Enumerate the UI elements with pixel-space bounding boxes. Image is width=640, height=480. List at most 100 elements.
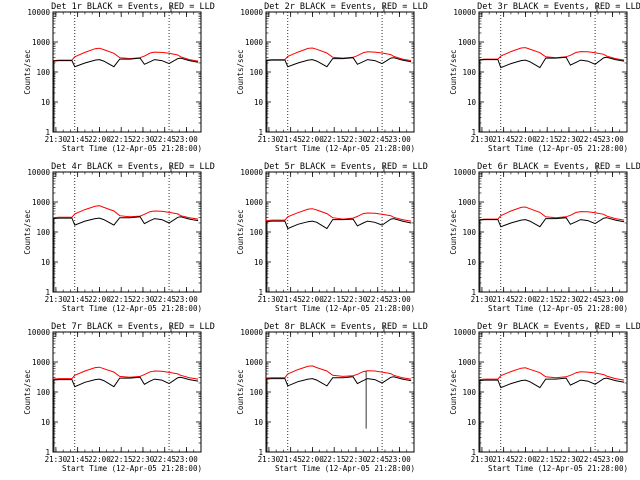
y-tick-label: 10000	[27, 328, 50, 337]
events-series-line	[265, 218, 412, 230]
lld-series-line	[478, 206, 625, 221]
lld-series-line	[478, 367, 625, 381]
panel-title: Det 9r BLACK = Events, RED = LLD	[477, 322, 640, 332]
x-tick-label: 23:00	[175, 135, 198, 144]
axes-frame	[52, 331, 202, 453]
x-tick-label: 22:30	[132, 135, 155, 144]
x-tick-label: 22:15	[323, 135, 346, 144]
x-tick-label: 21:30	[258, 295, 281, 304]
x-tick-label: 23:00	[388, 135, 411, 144]
x-tick-label: 21:30	[258, 135, 281, 144]
x-tick-label: 21:45	[66, 455, 89, 464]
x-tick-label: 21:45	[492, 455, 515, 464]
x-tick-label: 22:15	[110, 455, 133, 464]
y-tick-label: 100	[249, 228, 263, 237]
x-tick-label: 21:45	[66, 135, 89, 144]
y-axis-label: Counts/sec	[23, 369, 32, 414]
x-tick-label: 22:00	[301, 455, 324, 464]
x-tick-label: 21:45	[492, 295, 515, 304]
x-tick-label: 22:45	[579, 455, 602, 464]
axes-frame	[265, 171, 415, 293]
y-axis-label: Counts/sec	[449, 369, 458, 414]
y-tick-label: 1	[471, 288, 476, 297]
x-tick-label: 22:00	[88, 455, 111, 464]
lld-series-line	[265, 365, 412, 380]
y-tick-label: 1	[258, 288, 263, 297]
x-tick-label: 22:45	[153, 295, 176, 304]
x-tick-label: 21:30	[45, 455, 68, 464]
y-axis-label: Counts/sec	[23, 49, 32, 94]
panel-title: Det 6r BLACK = Events, RED = LLD	[477, 162, 640, 172]
y-tick-label: 1000	[245, 198, 264, 207]
x-tick-label: 23:00	[601, 455, 624, 464]
y-axis-label: Counts/sec	[449, 49, 458, 94]
x-tick-label: 22:00	[514, 135, 537, 144]
y-tick-label: 10	[41, 258, 51, 267]
x-tick-label: 22:15	[323, 455, 346, 464]
x-axis-label: Start Time (12-Apr-05 21:28:00)	[488, 144, 628, 153]
x-tick-label: 22:15	[536, 455, 559, 464]
x-tick-label: 23:00	[175, 455, 198, 464]
y-tick-label: 10	[467, 418, 477, 427]
x-tick-label: 21:45	[279, 295, 302, 304]
y-tick-label: 1000	[32, 38, 51, 47]
y-axis-label: Counts/sec	[23, 209, 32, 254]
panel-title: Det 7r BLACK = Events, RED = LLD	[51, 322, 215, 332]
x-axis-label: Start Time (12-Apr-05 21:28:00)	[275, 144, 415, 153]
x-tick-label: 22:30	[558, 455, 581, 464]
x-tick-label: 22:45	[366, 455, 389, 464]
events-series-line	[52, 57, 199, 68]
x-tick-label: 22:15	[536, 295, 559, 304]
y-tick-label: 10	[467, 258, 477, 267]
x-tick-label: 22:00	[88, 295, 111, 304]
axes-frame	[52, 11, 202, 133]
y-tick-label: 10	[254, 258, 264, 267]
y-tick-label: 100	[36, 68, 50, 77]
y-tick-label: 100	[462, 388, 476, 397]
y-tick-label: 10	[41, 98, 51, 107]
axes-frame	[478, 331, 628, 453]
y-tick-label: 1000	[245, 38, 264, 47]
detector-panel: Det 9r BLACK = Events, RED = LLD 1 10 100 10…	[449, 322, 640, 473]
y-tick-label: 1	[471, 128, 476, 137]
x-tick-label: 22:30	[345, 295, 368, 304]
x-axis-label: Start Time (12-Apr-05 21:28:00)	[62, 464, 202, 473]
panel-title: Det 5r BLACK = Events, RED = LLD	[264, 162, 428, 172]
y-tick-label: 10000	[27, 168, 50, 177]
x-tick-label: 21:45	[279, 135, 302, 144]
x-axis-label: Start Time (12-Apr-05 21:28:00)	[275, 304, 415, 313]
x-axis-label: Start Time (12-Apr-05 21:28:00)	[62, 304, 202, 313]
y-tick-label: 1000	[458, 198, 477, 207]
axes-frame	[265, 331, 415, 453]
events-series-line	[52, 376, 199, 388]
y-tick-label: 1	[471, 448, 476, 457]
detector-panel: Det 8r BLACK = Events, RED = LLD 1 10 100 10…	[236, 322, 428, 473]
x-tick-label: 22:15	[323, 295, 346, 304]
x-tick-label: 22:15	[536, 135, 559, 144]
detector-panel: Det 3r BLACK = Events, RED = LLD 1 10 100 10…	[449, 2, 640, 153]
events-series-line	[478, 377, 625, 389]
y-axis-label: Counts/sec	[236, 369, 245, 414]
x-tick-label: 22:45	[579, 135, 602, 144]
x-tick-label: 22:15	[110, 135, 133, 144]
y-tick-label: 100	[249, 68, 263, 77]
y-tick-label: 1000	[458, 38, 477, 47]
x-tick-label: 21:30	[45, 295, 68, 304]
x-axis-label: Start Time (12-Apr-05 21:28:00)	[62, 144, 202, 153]
x-tick-label: 23:00	[175, 295, 198, 304]
lld-series-line	[52, 366, 199, 380]
events-series-line	[265, 57, 412, 68]
detector-panel: Det 7r BLACK = Events, RED = LLD 1 10 100 10…	[23, 322, 215, 473]
detector-panel: Det 4r BLACK = Events, RED = LLD 1 10 100 10…	[23, 162, 215, 313]
y-tick-label: 100	[462, 228, 476, 237]
y-tick-label: 1	[45, 128, 50, 137]
detector-panel: Det 1r BLACK = Events, RED = LLD 1 10 100 10…	[23, 2, 215, 153]
x-tick-label: 22:30	[558, 295, 581, 304]
x-tick-label: 22:15	[110, 295, 133, 304]
x-tick-label: 22:45	[366, 295, 389, 304]
x-tick-label: 22:30	[132, 455, 155, 464]
axes-frame	[52, 171, 202, 293]
x-tick-label: 22:00	[88, 135, 111, 144]
lld-series-line	[52, 205, 199, 220]
y-tick-label: 100	[249, 388, 263, 397]
